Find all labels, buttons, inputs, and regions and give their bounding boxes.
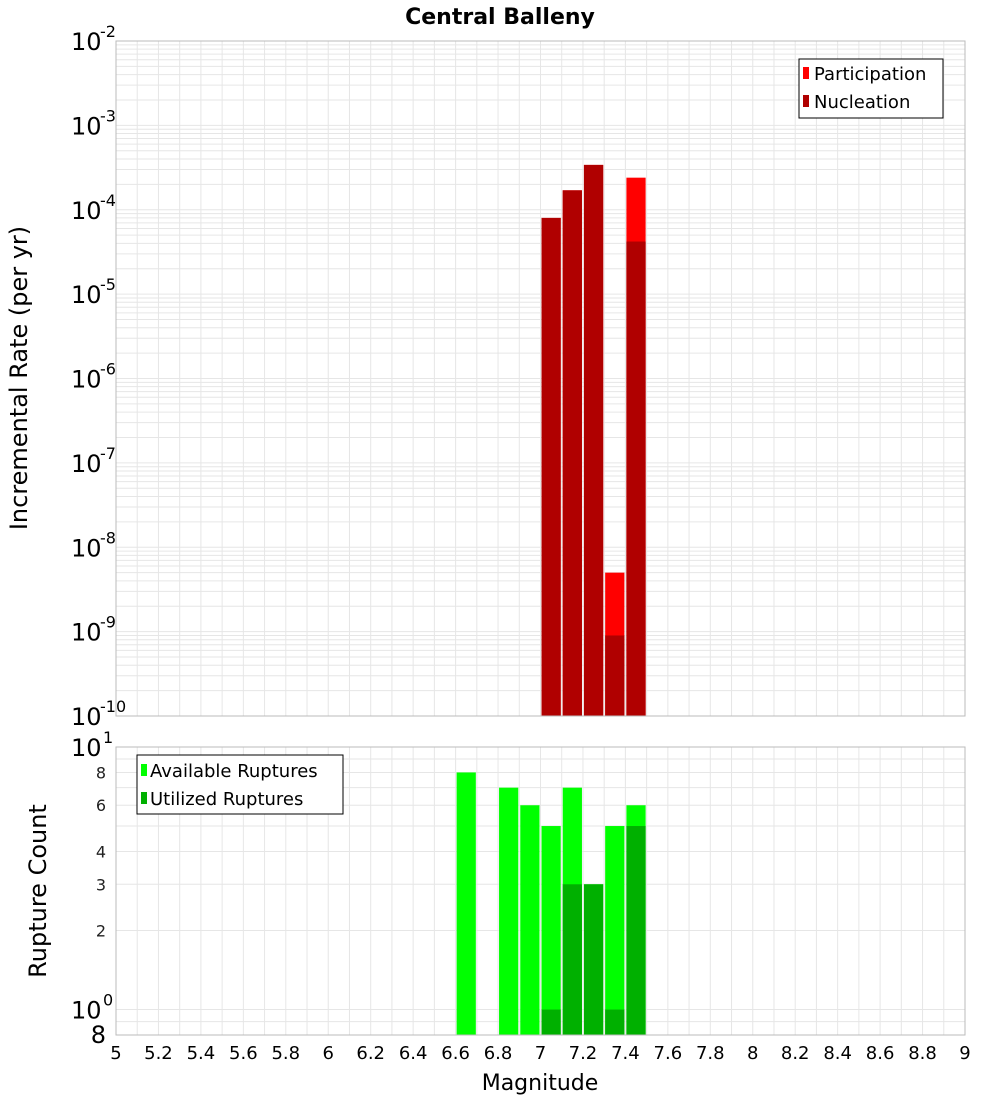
- bar-available-ruptures-1: [499, 787, 519, 1035]
- legend-swatch-participation: [803, 67, 809, 79]
- bottom-y-tick-label: 3: [96, 875, 106, 894]
- top-legend: Participation Nucleation: [798, 58, 944, 119]
- bottom-y-tick-label: 2: [96, 922, 106, 941]
- bottom-legend: Available Ruptures Utilized Ruptures: [136, 754, 344, 815]
- top-y-tick-base: 10: [71, 112, 102, 140]
- x-tick-label: 6.6: [441, 1043, 470, 1064]
- chart-title: Central Balleny: [405, 5, 595, 30]
- x-tick-label: 9: [959, 1043, 970, 1064]
- top-y-tick-base: 10: [71, 197, 102, 225]
- top-y-tick-exponent: -10: [100, 697, 126, 716]
- legend-label-participation: Participation: [814, 64, 926, 85]
- legend-label-nucleation: Nucleation: [814, 92, 910, 113]
- bottom-plot-frame: [115, 746, 966, 1036]
- bar-nucleation-2: [583, 164, 604, 716]
- bottom-y-tick-exponent: 1: [103, 728, 113, 747]
- legend-label-available-ruptures: Available Ruptures: [150, 761, 318, 782]
- top-y-tick-base: 10: [71, 28, 102, 56]
- x-tick-label: 6: [323, 1043, 334, 1064]
- bar-utilized-ruptures-7: [626, 826, 646, 1035]
- x-tick-label: 6.2: [356, 1043, 385, 1064]
- x-tick-label: 7.4: [611, 1043, 640, 1064]
- x-tick-label: 6.4: [399, 1043, 428, 1064]
- bottom-plot-bars: [456, 772, 646, 1035]
- bottom-y-tick-label: 6: [96, 796, 106, 815]
- top-plot-bars: [541, 164, 646, 717]
- bar-utilized-ruptures-6: [605, 1009, 625, 1035]
- top-y-tick-exponent: -7: [100, 444, 116, 463]
- bottom-y-tick-label: 4: [96, 842, 106, 861]
- x-tick-label: 5: [110, 1043, 121, 1064]
- x-tick-label: 6.8: [484, 1043, 513, 1064]
- top-plot-gridlines: [115, 41, 966, 717]
- bottom-y-tick-label: 8: [91, 1021, 106, 1049]
- bottom-legend-box: [136, 754, 344, 815]
- top-legend-box: [798, 58, 944, 119]
- top-y-tick-exponent: -4: [100, 191, 116, 210]
- x-tick-labels: 5 5.2 5.4 5.6 5.8 6 6.2 6.4 6.6 6.8 7 7.2 7.4 7.6 7.8 8…: [110, 1043, 970, 1064]
- top-y-tick-base: 10: [71, 703, 102, 731]
- top-y-tick-base: 10: [71, 534, 102, 562]
- bottom-y-tick-label: 8: [96, 763, 106, 782]
- x-tick-label: 7.8: [696, 1043, 725, 1064]
- bar-available-ruptures-6: [605, 826, 625, 1035]
- x-tick-label: 5.4: [187, 1043, 216, 1064]
- x-tick-label: 5.2: [144, 1043, 173, 1064]
- x-axis-label: Magnitude: [482, 1071, 599, 1096]
- x-tick-label: 8.2: [781, 1043, 810, 1064]
- x-tick-label: 7.6: [654, 1043, 683, 1064]
- top-y-tick-base: 10: [71, 281, 102, 309]
- bar-available-ruptures-3: [541, 826, 561, 1035]
- legend-swatch-utilized-ruptures: [141, 792, 147, 804]
- bar-nucleation-1: [562, 190, 582, 716]
- bar-nucleation-0: [541, 217, 561, 716]
- bar-nucleation-3: [605, 635, 625, 716]
- bottom-plot-gridlines: [115, 746, 966, 1036]
- top-y-tick-exponent: -3: [100, 106, 116, 125]
- bar-available-ruptures-0: [456, 772, 476, 1035]
- top-y-tick-exponent: -9: [100, 613, 116, 632]
- top-y-tick-base: 10: [71, 450, 102, 478]
- top-plot-frame: [115, 40, 966, 717]
- top-y-tick-base: 10: [71, 619, 102, 647]
- bar-utilized-ruptures-3: [541, 1009, 561, 1035]
- bar-utilized-ruptures-4: [562, 884, 582, 1035]
- x-tick-label: 5.8: [271, 1043, 300, 1064]
- x-tick-label: 7: [535, 1043, 546, 1064]
- top-y-tick-labels: 10-210-310-410-510-610-710-810-910-10: [71, 22, 126, 731]
- top-y-tick-base: 10: [71, 366, 102, 394]
- bar-nucleation-4: [626, 241, 646, 717]
- x-tick-label: 8: [747, 1043, 758, 1064]
- bottom-y-tick-exponent: 0: [103, 991, 113, 1010]
- x-tick-label: 8.8: [908, 1043, 937, 1064]
- bottom-y-tick-base: 10: [71, 734, 102, 762]
- top-y-tick-exponent: -8: [100, 528, 116, 547]
- bar-utilized-ruptures-5: [583, 884, 604, 1035]
- legend-label-utilized-ruptures: Utilized Ruptures: [150, 789, 303, 810]
- bottom-y-axis-label: Rupture Count: [24, 804, 52, 978]
- bottom-y-tick-base: 10: [71, 997, 102, 1025]
- top-y-tick-exponent: -2: [100, 22, 116, 41]
- x-tick-label: 8.6: [866, 1043, 895, 1064]
- x-tick-label: 7.2: [569, 1043, 598, 1064]
- top-y-tick-exponent: -5: [100, 275, 116, 294]
- top-y-axis-label: Incremental Rate (per yr): [5, 226, 33, 530]
- bar-available-ruptures-2: [520, 805, 540, 1035]
- legend-swatch-nucleation: [803, 95, 809, 107]
- x-tick-label: 5.6: [229, 1043, 258, 1064]
- x-tick-label: 8.4: [823, 1043, 852, 1064]
- top-y-tick-exponent: -6: [100, 360, 116, 379]
- legend-swatch-available-ruptures: [141, 764, 147, 776]
